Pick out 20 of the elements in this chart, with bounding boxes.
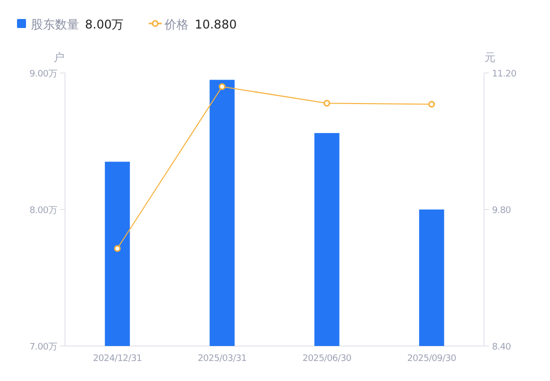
- y-axis-title: 户: [54, 51, 64, 64]
- x-tick-label: 2025/09/30: [407, 354, 457, 364]
- text: 10.880: [194, 18, 237, 32]
- y-tick-label: 7.00万: [29, 342, 58, 352]
- y2-tick-label: 8.40: [492, 342, 512, 352]
- legend-label: 股东数量: [31, 18, 79, 32]
- legend-label: 价格: [164, 18, 189, 32]
- point: [324, 100, 330, 107]
- point: [218, 83, 226, 90]
- y2-tick-label: 11.20: [492, 70, 517, 80]
- y-tick-label: 9.00万: [29, 70, 58, 80]
- x-tick-label: 2025/03/31: [198, 354, 247, 364]
- x-tick-label: 2025/06/30: [302, 354, 352, 364]
- point: [114, 245, 121, 252]
- y-tick-label: 8.00万: [29, 206, 58, 216]
- y2-tick-label: 9.80: [492, 206, 512, 216]
- point: [428, 100, 435, 108]
- y2-axis-title: 元: [484, 51, 496, 64]
- text: 8.00万: [85, 18, 124, 32]
- x-tick-label: 2024/12/31: [92, 354, 142, 364]
